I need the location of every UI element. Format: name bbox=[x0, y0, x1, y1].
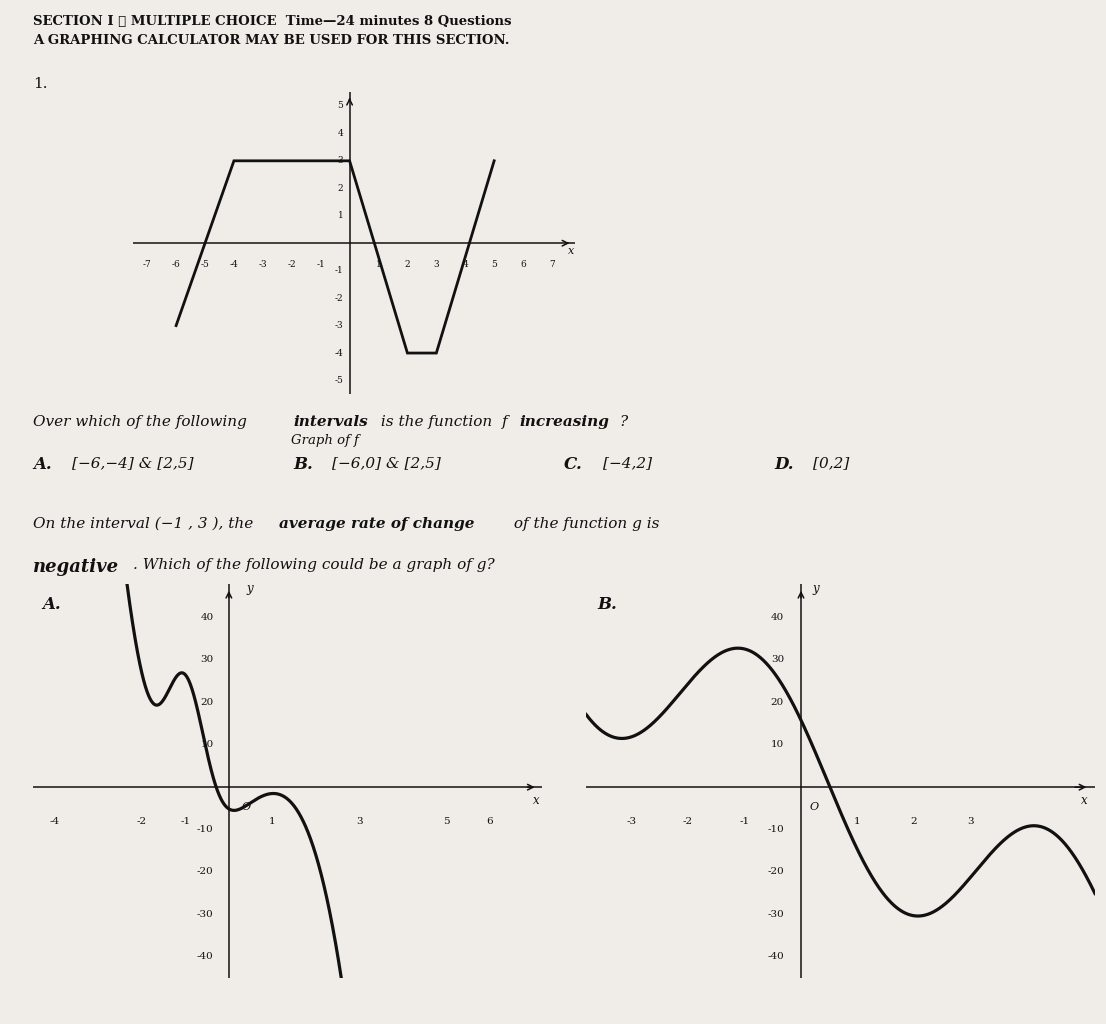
Text: -40: -40 bbox=[197, 952, 213, 962]
Text: -5: -5 bbox=[200, 260, 209, 268]
Text: 3: 3 bbox=[356, 817, 363, 825]
Text: -40: -40 bbox=[768, 952, 784, 962]
Text: x: x bbox=[533, 795, 540, 807]
Text: 20: 20 bbox=[771, 698, 784, 707]
Text: Graph of: Graph of bbox=[291, 433, 354, 446]
Text: 2: 2 bbox=[337, 183, 343, 193]
Text: 20: 20 bbox=[200, 698, 213, 707]
Text: SECTION I ∷ MULTIPLE CHOICE  Time—24 minutes 8 Questions: SECTION I ∷ MULTIPLE CHOICE Time—24 minu… bbox=[33, 15, 512, 29]
Text: A.: A. bbox=[33, 456, 52, 473]
Text: of the function g is: of the function g is bbox=[509, 517, 659, 531]
Text: -2: -2 bbox=[137, 817, 147, 825]
Text: negative: negative bbox=[33, 558, 119, 577]
Text: -1: -1 bbox=[316, 260, 325, 268]
Text: x: x bbox=[567, 246, 574, 256]
Text: average rate of change: average rate of change bbox=[279, 517, 474, 531]
Text: -30: -30 bbox=[197, 910, 213, 919]
Text: -6: -6 bbox=[171, 260, 180, 268]
Text: -7: -7 bbox=[143, 260, 152, 268]
Text: 30: 30 bbox=[771, 655, 784, 665]
Text: A.: A. bbox=[42, 596, 61, 613]
Text: is the function: is the function bbox=[376, 415, 498, 429]
Text: [0,2]: [0,2] bbox=[813, 456, 849, 470]
Text: 40: 40 bbox=[200, 613, 213, 623]
Text: [−6,−4] & [2,5]: [−6,−4] & [2,5] bbox=[72, 456, 194, 470]
Text: 6: 6 bbox=[520, 260, 526, 268]
Text: B.: B. bbox=[293, 456, 313, 473]
Text: -3: -3 bbox=[626, 817, 636, 825]
Text: 1: 1 bbox=[337, 211, 343, 220]
Text: 7: 7 bbox=[549, 260, 555, 268]
Text: 10: 10 bbox=[200, 740, 213, 750]
Text: 4: 4 bbox=[337, 129, 343, 138]
Text: D.: D. bbox=[774, 456, 794, 473]
Text: 3: 3 bbox=[434, 260, 439, 268]
Text: -4: -4 bbox=[230, 260, 238, 268]
Text: O: O bbox=[810, 803, 818, 812]
Text: 1: 1 bbox=[269, 817, 275, 825]
Text: O: O bbox=[242, 803, 251, 812]
Text: -2: -2 bbox=[335, 294, 343, 303]
Text: -2: -2 bbox=[682, 817, 693, 825]
Text: 10: 10 bbox=[771, 740, 784, 750]
Text: -1: -1 bbox=[180, 817, 190, 825]
Text: 6: 6 bbox=[487, 817, 493, 825]
Text: 2: 2 bbox=[405, 260, 410, 268]
Text: -3: -3 bbox=[259, 260, 268, 268]
Text: 1.: 1. bbox=[33, 77, 48, 91]
Text: 40: 40 bbox=[771, 613, 784, 623]
Text: Over which of the following: Over which of the following bbox=[33, 415, 252, 429]
Text: On the interval (−1 , 3 ), the: On the interval (−1 , 3 ), the bbox=[33, 517, 259, 531]
Text: -5: -5 bbox=[334, 376, 343, 385]
Text: -2: -2 bbox=[288, 260, 296, 268]
Text: y: y bbox=[247, 583, 253, 595]
Text: [−4,2]: [−4,2] bbox=[603, 456, 651, 470]
Text: 5: 5 bbox=[444, 817, 449, 825]
Text: B.: B. bbox=[597, 596, 617, 613]
Text: . Which of the following could be a graph of g?: . Which of the following could be a grap… bbox=[133, 558, 494, 572]
Text: 3: 3 bbox=[337, 157, 343, 165]
Text: f: f bbox=[502, 415, 508, 429]
Text: -20: -20 bbox=[197, 867, 213, 877]
Text: 3: 3 bbox=[968, 817, 974, 825]
Text: 5: 5 bbox=[337, 101, 343, 111]
Text: A GRAPHING CALCULATOR MAY BE USED FOR THIS SECTION.: A GRAPHING CALCULATOR MAY BE USED FOR TH… bbox=[33, 34, 510, 47]
Text: intervals: intervals bbox=[293, 415, 368, 429]
Text: 1: 1 bbox=[854, 817, 860, 825]
Text: 5: 5 bbox=[491, 260, 497, 268]
Text: 4: 4 bbox=[462, 260, 468, 268]
Text: -30: -30 bbox=[768, 910, 784, 919]
Text: [−6,0] & [2,5]: [−6,0] & [2,5] bbox=[332, 456, 440, 470]
Text: -1: -1 bbox=[740, 817, 750, 825]
Text: C.: C. bbox=[564, 456, 583, 473]
Text: f: f bbox=[354, 433, 358, 446]
Text: -4: -4 bbox=[334, 348, 343, 357]
Text: 30: 30 bbox=[200, 655, 213, 665]
Text: -1: -1 bbox=[334, 266, 343, 275]
Text: -20: -20 bbox=[768, 867, 784, 877]
Text: increasing: increasing bbox=[520, 415, 609, 429]
Text: -10: -10 bbox=[197, 825, 213, 835]
Text: x: x bbox=[1081, 795, 1087, 807]
Text: -4: -4 bbox=[50, 817, 60, 825]
Text: ?: ? bbox=[619, 415, 627, 429]
Text: -10: -10 bbox=[768, 825, 784, 835]
Text: 1: 1 bbox=[376, 260, 382, 268]
Text: 2: 2 bbox=[910, 817, 917, 825]
Text: y: y bbox=[812, 583, 818, 595]
Text: -3: -3 bbox=[335, 322, 343, 330]
